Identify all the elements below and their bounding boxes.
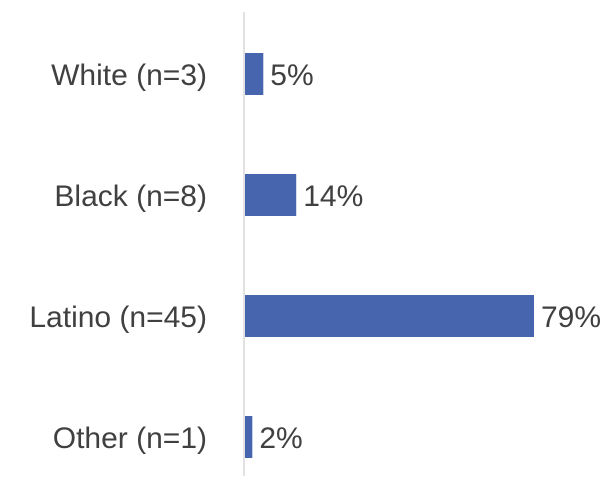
data-label: 5% [270, 59, 313, 92]
category-label: Other (n=1) [53, 422, 207, 455]
bar [245, 174, 297, 216]
data-label: 14% [303, 180, 363, 213]
data-label: 2% [259, 422, 302, 455]
category-label: Black (n=8) [54, 180, 207, 213]
bar [245, 416, 253, 458]
bar [245, 53, 264, 95]
bar [245, 295, 534, 337]
category-label: White (n=3) [51, 59, 207, 92]
data-label: 79% [541, 301, 601, 334]
category-label: Latino (n=45) [29, 301, 207, 334]
